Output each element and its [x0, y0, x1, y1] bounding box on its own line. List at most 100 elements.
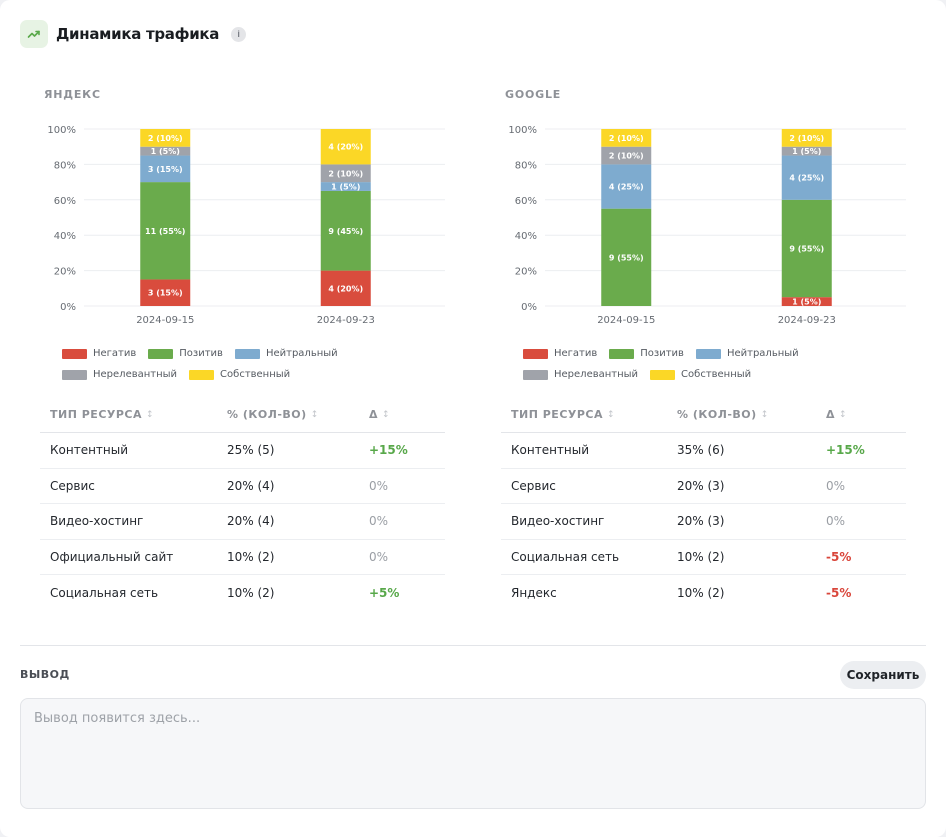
bar-segment-irrelevant[interactable]: [601, 146, 652, 165]
legend-item-own[interactable]: Собственный: [650, 364, 751, 385]
data-label: 9 (55%): [609, 253, 644, 262]
table-body: Контентный 35% (6) +15% Сервис 20% (3) 0% Виде…: [501, 433, 906, 611]
bar-segment-positive[interactable]: [781, 199, 832, 298]
share-cell: 20% (3): [677, 514, 725, 529]
bar-segment-neutral[interactable]: [781, 155, 832, 200]
legend-label: Негатив: [93, 348, 137, 359]
save-button[interactable]: Сохранить: [840, 661, 926, 689]
delta-cell: -5%: [826, 549, 852, 564]
data-label: 3 (15%): [148, 289, 183, 298]
panel-title: GOOGLE: [505, 88, 562, 101]
resource-table: ТИП РЕСУРСА ↕ % (КОЛ-ВО) ↕ Δ ↕ Контентный 35…: [501, 397, 906, 611]
sort-icon[interactable]: ↕: [839, 409, 848, 420]
legend-label: Позитив: [640, 348, 684, 359]
data-label: 1 (5%): [792, 147, 821, 156]
legend-label: Позитив: [179, 348, 223, 359]
table-row: Сервис 20% (4) 0%: [40, 469, 445, 504]
legend-item-negative[interactable]: Негатив: [62, 343, 136, 364]
bar-segment-negative[interactable]: [320, 270, 371, 306]
column-header-type[interactable]: ТИП РЕСУРСА ↕: [50, 408, 155, 421]
legend-item-positive[interactable]: Позитив: [609, 343, 684, 364]
data-label: 2 (10%): [148, 134, 183, 143]
legend-swatch: [234, 348, 260, 359]
sort-icon[interactable]: ↕: [760, 409, 769, 420]
bar-segment-own[interactable]: [601, 129, 652, 147]
sort-icon[interactable]: ↕: [382, 409, 391, 420]
bar-segment-irrelevant[interactable]: [320, 164, 371, 183]
bar-segment-neutral[interactable]: [320, 182, 371, 191]
resource-type-cell: Контентный: [511, 443, 590, 458]
data-label: 1 (5%): [331, 183, 360, 192]
bar-segment-positive[interactable]: [601, 208, 652, 306]
bar-segment-own[interactable]: [781, 129, 832, 147]
resource-type-cell: Сервис: [511, 478, 556, 493]
bar-segment-positive[interactable]: [320, 190, 371, 271]
table-row: Социальная сеть 10% (2) +5%: [40, 575, 445, 611]
bar-segment-negative[interactable]: [781, 297, 832, 306]
panel-title: ЯНДЕКС: [44, 88, 101, 101]
y-tick-label: 40%: [54, 231, 76, 242]
column-header-share[interactable]: % (КОЛ-ВО) ↕: [227, 408, 319, 421]
share-cell: 25% (5): [227, 443, 275, 458]
table-body: Контентный 25% (5) +15% Сервис 20% (4) 0% Виде…: [40, 433, 445, 611]
column-header-share[interactable]: % (КОЛ-ВО) ↕: [677, 408, 769, 421]
delta-cell: 0%: [369, 549, 389, 564]
data-label: 3 (15%): [148, 165, 183, 174]
bar-segment-own[interactable]: [320, 129, 371, 165]
legend-swatch: [650, 369, 676, 380]
legend-item-irrelevant[interactable]: Нерелевантный: [523, 364, 638, 385]
chart-legend: Негатив Позитив Нейтральный Нерелевантный Со…: [523, 343, 903, 385]
bar-segment-own[interactable]: [140, 129, 191, 147]
legend-item-irrelevant[interactable]: Нерелевантный: [62, 364, 177, 385]
legend-item-negative[interactable]: Негатив: [523, 343, 597, 364]
table-row: Яндекс 10% (2) -5%: [501, 575, 906, 611]
bar-segment-positive[interactable]: [140, 182, 191, 280]
legend-swatch: [609, 348, 635, 359]
column-header-delta[interactable]: Δ ↕: [826, 408, 848, 421]
bar-segment-irrelevant[interactable]: [140, 146, 191, 156]
legend-item-positive[interactable]: Позитив: [148, 343, 223, 364]
google-stacked-bar-chart: 0% 20% 40% 60% 80% 100% 9 (55%) 4 (25%) 2 (10%) 2…: [508, 125, 906, 326]
bar-segment-negative[interactable]: [140, 279, 191, 306]
delta-cell: 0%: [369, 478, 389, 493]
data-label: 9 (55%): [789, 244, 824, 253]
sort-icon[interactable]: ↕: [310, 409, 319, 420]
delta-cell: +15%: [369, 443, 408, 458]
y-tick-label: 80%: [515, 160, 537, 171]
legend-item-neutral[interactable]: Нейтральный: [695, 343, 799, 364]
section-divider: [20, 645, 926, 646]
legend-label: Нейтральный: [265, 348, 338, 359]
resource-type-cell: Контентный: [50, 443, 129, 458]
legend-swatch: [62, 369, 87, 380]
share-cell: 20% (4): [227, 514, 275, 529]
info-icon[interactable]: i: [231, 26, 247, 42]
bar-segment-neutral[interactable]: [140, 155, 191, 183]
legend-item-own[interactable]: Собственный: [189, 364, 290, 385]
legend-item-neutral[interactable]: Нейтральный: [234, 343, 338, 364]
bar-segment-neutral[interactable]: [601, 164, 652, 209]
column-header-type[interactable]: ТИП РЕСУРСА ↕: [511, 408, 616, 421]
bar-segment-irrelevant[interactable]: [781, 146, 832, 156]
page-title: Динамика трафика: [56, 25, 220, 43]
y-tick-label: 20%: [54, 267, 76, 278]
data-label: 9 (45%): [328, 227, 363, 236]
sort-icon[interactable]: ↕: [607, 409, 616, 420]
table-row: Сервис 20% (3) 0%: [501, 469, 906, 504]
column-header-delta[interactable]: Δ ↕: [369, 408, 391, 421]
x-tick-label: 2024-09-23: [317, 315, 375, 326]
y-tick-label: 60%: [515, 196, 537, 207]
data-label: 2 (10%): [609, 134, 644, 143]
delta-cell: +15%: [826, 443, 865, 458]
share-cell: 35% (6): [677, 443, 725, 458]
sort-icon[interactable]: ↕: [146, 409, 155, 420]
x-tick-label: 2024-09-15: [136, 315, 194, 326]
legend-swatch: [523, 369, 548, 380]
output-textarea[interactable]: [20, 698, 926, 809]
card-header: Динамика трафика i: [20, 20, 247, 48]
table-row: Официальный сайт 10% (2) 0%: [40, 540, 445, 575]
legend-swatch: [62, 348, 87, 359]
table-row: Контентный 25% (5) +15%: [40, 433, 445, 469]
data-label: 1 (5%): [151, 147, 180, 156]
y-tick-label: 100%: [508, 125, 537, 136]
